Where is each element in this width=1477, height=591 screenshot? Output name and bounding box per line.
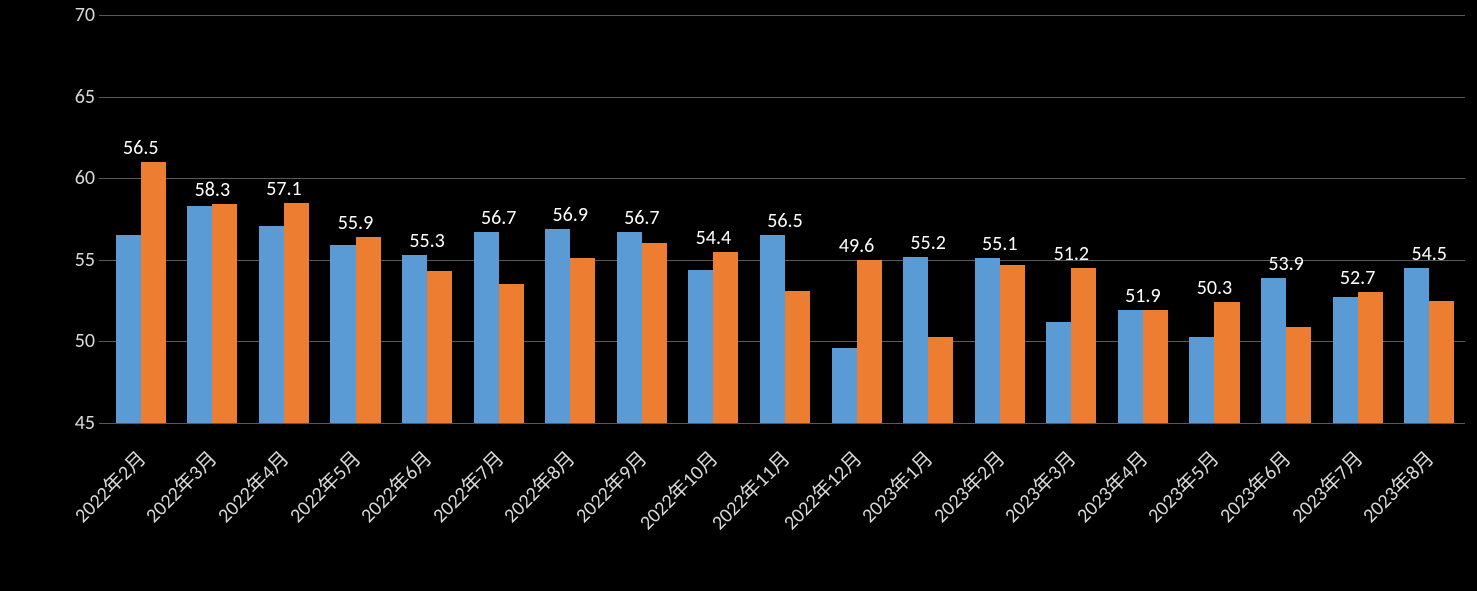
gridline (105, 15, 1465, 16)
bar-series-2 (857, 260, 882, 423)
data-label: 56.5 (123, 136, 158, 160)
bar-series-1 (832, 348, 857, 423)
ytick-label: 60 (75, 166, 105, 190)
ytick-label: 50 (75, 329, 105, 353)
xtick-label: 2022年2月 (66, 443, 151, 528)
ytick-label: 45 (75, 411, 105, 435)
bar-series-1 (259, 226, 284, 423)
data-label: 55.1 (982, 232, 1017, 256)
bar-series-1 (1333, 297, 1358, 423)
bar-series-2 (1429, 301, 1454, 423)
bar-chart: 45 50 55 60 65 70 56.5 2022年2月 58.3 2022年3月 57.1 20… (0, 0, 1477, 591)
data-label: 50.3 (1197, 276, 1232, 300)
bar-series-1 (903, 257, 928, 423)
bar-series-2 (499, 284, 524, 423)
data-label: 53.9 (1268, 252, 1303, 276)
xtick-label: 2023年3月 (997, 443, 1082, 528)
data-label: 56.7 (624, 206, 659, 230)
bar-series-2 (713, 252, 738, 423)
xtick-label: 2023年5月 (1140, 443, 1225, 528)
plot-area: 45505560657056.52022年2月58.32022年3月57.120… (105, 15, 1465, 424)
data-label: 55.2 (910, 231, 945, 255)
xtick-label: 2023年1月 (854, 443, 939, 528)
gridline (105, 423, 1465, 424)
ytick-label: 55 (75, 248, 105, 272)
ytick-label: 70 (75, 3, 105, 27)
bar-series-1 (330, 245, 355, 423)
xtick-label: 2022年7月 (424, 443, 509, 528)
data-label: 54.5 (1411, 242, 1446, 266)
xtick-label: 2023年6月 (1212, 443, 1297, 528)
bar-series-1 (1189, 337, 1214, 423)
bar-series-2 (570, 258, 595, 423)
bar-series-2 (1071, 268, 1096, 423)
bar-series-1 (187, 206, 212, 423)
data-label: 51.9 (1125, 284, 1160, 308)
bar-series-2 (1143, 310, 1168, 423)
bar-series-1 (402, 255, 427, 423)
xtick-label: 2023年4月 (1069, 443, 1154, 528)
data-label: 58.3 (195, 178, 230, 202)
bar-series-1 (975, 258, 1000, 423)
bar-series-2 (928, 337, 953, 423)
bar-series-1 (688, 270, 713, 423)
xtick-label: 2023年7月 (1283, 443, 1368, 528)
bar-series-2 (284, 203, 309, 423)
xtick-label: 2022年4月 (210, 443, 295, 528)
bar-series-2 (427, 271, 452, 423)
bar-series-1 (760, 235, 785, 423)
gridline (105, 178, 1465, 179)
xtick-label: 2023年2月 (925, 443, 1010, 528)
bar-series-2 (642, 243, 667, 423)
xtick-label: 2023年8月 (1355, 443, 1440, 528)
data-label: 56.9 (553, 203, 588, 227)
bar-series-2 (356, 237, 381, 423)
data-label: 55.9 (338, 211, 373, 235)
bar-series-1 (116, 235, 141, 423)
bar-series-2 (1286, 327, 1311, 423)
bar-series-1 (1261, 278, 1286, 423)
xtick-label: 2022年6月 (353, 443, 438, 528)
data-label: 52.7 (1340, 266, 1375, 290)
bar-series-1 (1046, 322, 1071, 423)
data-label: 57.1 (266, 177, 301, 201)
bar-series-1 (617, 232, 642, 423)
bar-series-2 (1000, 265, 1025, 423)
data-label: 51.2 (1054, 242, 1089, 266)
ytick-label: 65 (75, 85, 105, 109)
bar-series-2 (1214, 302, 1239, 423)
xtick-label: 2022年3月 (138, 443, 223, 528)
bar-series-2 (1358, 292, 1383, 423)
xtick-label: 2022年5月 (281, 443, 366, 528)
bar-series-1 (1404, 268, 1429, 423)
data-label: 56.5 (767, 209, 802, 233)
data-label: 55.3 (409, 229, 444, 253)
bar-series-1 (545, 229, 570, 423)
gridline (105, 97, 1465, 98)
data-label: 54.4 (696, 226, 731, 250)
data-label: 56.7 (481, 206, 516, 230)
bar-series-1 (474, 232, 499, 423)
xtick-label: 2022年8月 (496, 443, 581, 528)
gridline (105, 260, 1465, 261)
bar-series-2 (785, 291, 810, 423)
data-label: 49.6 (839, 234, 874, 258)
bar-series-2 (141, 162, 166, 423)
bar-series-2 (212, 204, 237, 423)
bar-series-1 (1118, 310, 1143, 423)
